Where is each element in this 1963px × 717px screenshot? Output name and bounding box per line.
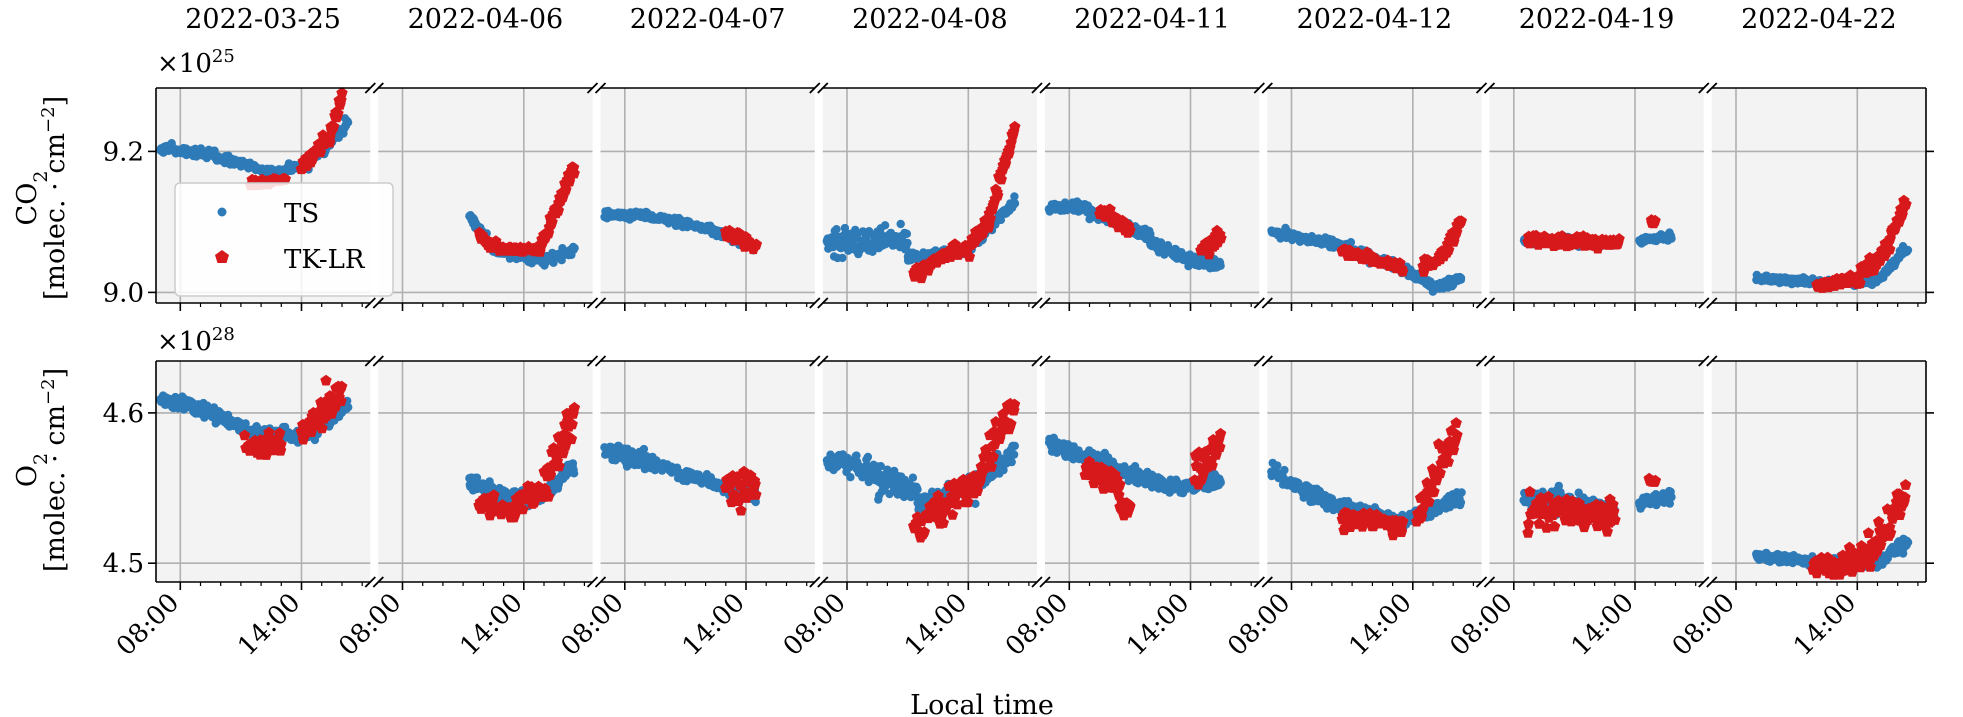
data-point-ts	[832, 225, 841, 234]
data-point-ts	[838, 253, 847, 263]
top-subplot-2022-04-07	[600, 87, 815, 311]
date-label-2022-03-25: 2022-03-25	[185, 4, 341, 35]
data-point-ts	[896, 219, 905, 229]
x-tick-label: 14:00	[677, 588, 751, 662]
subplot-background	[1267, 361, 1482, 582]
data-point-ts	[902, 229, 912, 238]
x-tick-label: 14:00	[232, 588, 306, 662]
data-point-ts	[913, 485, 922, 494]
x-tick-label: 08:00	[1000, 588, 1074, 662]
date-label-2022-04-07: 2022-04-07	[630, 4, 786, 35]
data-point-tklr	[992, 189, 1004, 201]
bottom-subplot-2022-04-12: 08:00 14:00	[1222, 360, 1482, 662]
data-point-tklr	[984, 212, 997, 224]
bottom-subplot-2022-04-08: 08:00 14:00	[778, 360, 1038, 662]
data-point-ts	[1010, 441, 1019, 451]
top-panel: 9.0 9.2	[103, 82, 1934, 311]
subplot-background	[1045, 88, 1260, 303]
data-point-ts	[908, 473, 918, 482]
subplot-background	[600, 88, 815, 303]
x-tick-label: 14:00	[1121, 588, 1195, 662]
data-point-ts	[570, 243, 579, 253]
data-point-ts	[1010, 192, 1019, 201]
top-subplot-2022-04-06	[378, 87, 593, 311]
series-tk-lr-2022-04-08	[908, 120, 1021, 284]
date-label-2022-04-11: 2022-04-11	[1074, 4, 1230, 35]
data-point-ts	[343, 118, 353, 127]
top-subplot-2022-04-22	[1711, 87, 1927, 311]
data-point-ts	[903, 238, 912, 248]
series-tk-lr-2022-03-25	[245, 87, 348, 191]
date-label-2022-04-12: 2022-04-12	[1297, 4, 1453, 35]
date-labels: 2022-03-25 2022-04-06 2022-04-07 2022-04-08…	[185, 4, 1896, 35]
data-point-tklr	[995, 173, 1007, 185]
x-tick-label: 08:00	[556, 588, 630, 662]
x-tick-label: 14:00	[455, 588, 529, 662]
date-label-2022-04-22: 2022-04-22	[1741, 4, 1897, 35]
top-subplot-2022-04-11	[1044, 87, 1260, 311]
data-point-ts	[1216, 261, 1225, 270]
y-tick-label: 9.2	[103, 137, 144, 167]
data-point-ts	[344, 403, 353, 412]
data-point-tklr	[336, 87, 348, 98]
data-point-tklr	[332, 107, 344, 119]
data-point-tklr	[963, 250, 976, 262]
data-point-tklr	[750, 238, 763, 250]
data-point-ts	[1216, 478, 1225, 487]
date-label-2022-04-19: 2022-04-19	[1519, 4, 1675, 35]
data-point-ts	[1007, 457, 1016, 467]
bottom-subplot-2022-03-25: 08:00 14:00	[111, 360, 371, 662]
top-subplot-2022-04-08	[822, 87, 1038, 311]
date-label-2022-04-08: 2022-04-08	[852, 4, 1008, 35]
data-point-ts	[1280, 465, 1289, 475]
x-tick-label: 08:00	[333, 588, 407, 662]
bottom-panel: 08:00 14:00 08:00 14:00 08:00 14:00 08:00 14:00…	[103, 355, 1934, 662]
subplot-background	[1267, 88, 1482, 303]
y-tick-label: 9.0	[103, 278, 144, 308]
subplot-background	[1489, 88, 1704, 303]
data-point-tklr	[328, 121, 340, 132]
data-point-ts	[846, 473, 855, 482]
data-point-ts	[1010, 199, 1020, 208]
x-tick-label: 08:00	[778, 588, 852, 662]
data-point-ts	[1273, 461, 1282, 470]
data-point-ts	[1346, 238, 1356, 247]
x-tick-label: 08:00	[111, 588, 185, 662]
data-point-tklr	[546, 216, 558, 228]
data-point-tklr	[279, 173, 291, 184]
data-point-tklr	[982, 221, 995, 233]
panels: 9.09.208:00 14:00 08:00 14:00 08:00 14:00 08:0…	[103, 82, 1934, 662]
data-point-tklr	[568, 167, 580, 179]
data-point-ts	[569, 469, 579, 478]
data-point-ts	[1667, 234, 1676, 243]
data-point-ts	[880, 221, 890, 230]
data-point-ts	[1903, 245, 1913, 255]
data-point-ts	[1456, 273, 1466, 283]
data-point-tklr	[1009, 120, 1021, 132]
data-point-ts	[863, 452, 873, 462]
data-point-ts	[1009, 450, 1019, 459]
series-tk-lr-2022-04-07	[720, 224, 763, 255]
x-tick-label: 14:00	[899, 588, 973, 662]
bottom-subplot-2022-04-11: 08:00 14:00	[1000, 360, 1260, 662]
series-tk-lr-2022-04-06	[473, 161, 580, 257]
bottom-subplot-2022-04-06: 08:00 14:00	[333, 360, 593, 662]
date-label-2022-04-06: 2022-04-06	[408, 4, 564, 35]
bottom-subplot-2022-04-07: 08:00 14:00	[556, 360, 815, 662]
top-subplot-2022-04-12	[1267, 87, 1482, 311]
top-subplot-2022-04-19	[1489, 87, 1704, 311]
